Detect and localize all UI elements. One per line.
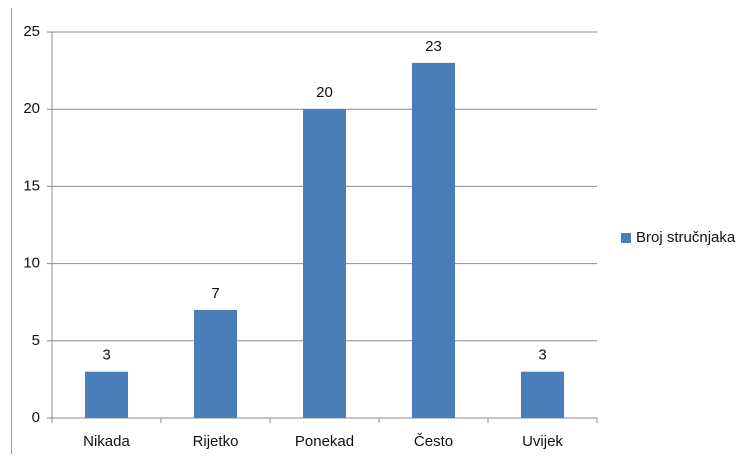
legend-swatch xyxy=(621,232,631,243)
bar-0 xyxy=(85,371,128,418)
x-tick-label-0: Nikada xyxy=(83,433,130,450)
legend: Broj stručnjaka xyxy=(621,229,735,246)
x-tick-label-4: Uvijek xyxy=(522,433,563,450)
x-tick-label-2: Ponekad xyxy=(295,433,354,450)
data-label-3: 23 xyxy=(425,38,442,55)
y-tick-label-0: 0 xyxy=(32,409,40,426)
legend-label: Broj stručnjaka xyxy=(636,229,736,246)
bar-3 xyxy=(412,62,455,418)
data-label-4: 3 xyxy=(538,347,546,364)
data-label-1: 7 xyxy=(211,285,219,302)
y-tick-label-5: 5 xyxy=(32,332,40,349)
x-tick-label-1: Rijetko xyxy=(193,433,239,450)
y-tick-label-25: 25 xyxy=(23,23,40,40)
data-label-2: 20 xyxy=(316,84,333,101)
x-tick-label-3: Često xyxy=(414,433,453,450)
bar-2 xyxy=(303,109,346,418)
y-tick-label-20: 20 xyxy=(23,100,40,117)
left-rule xyxy=(11,8,12,454)
data-label-0: 3 xyxy=(102,347,110,364)
bar-4 xyxy=(521,371,564,418)
y-tick-label-15: 15 xyxy=(23,177,40,194)
y-tick-label-10: 10 xyxy=(23,255,40,272)
bar-1 xyxy=(194,309,237,418)
